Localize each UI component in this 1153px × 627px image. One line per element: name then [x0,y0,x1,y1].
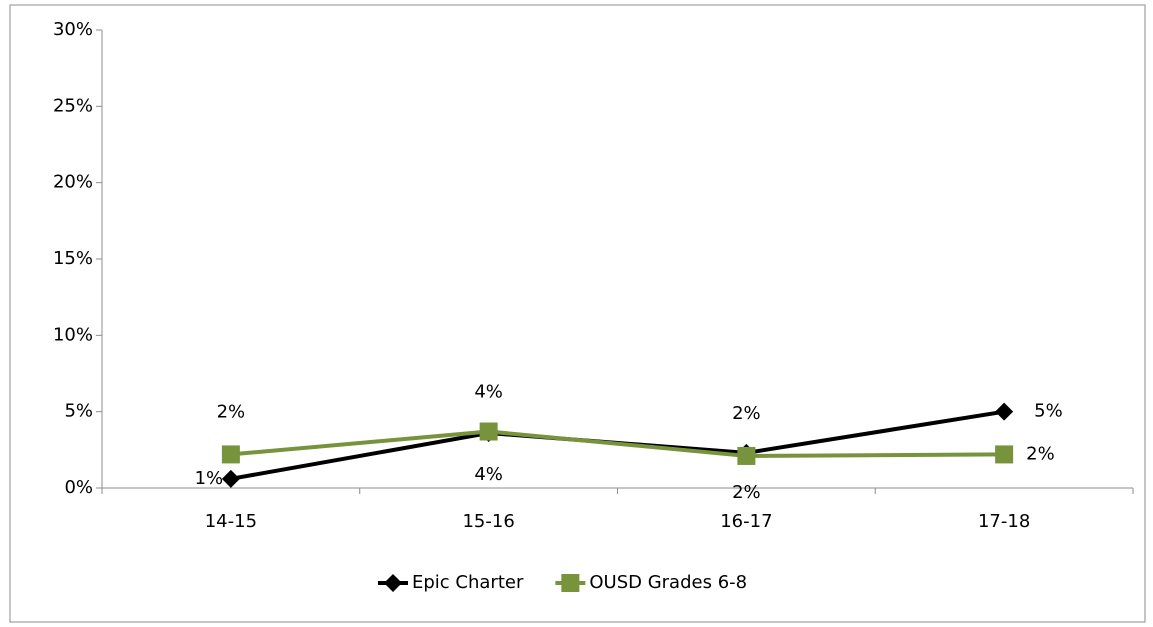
legend-label: OUSD Grades 6-8 [589,572,747,593]
data-label: 2% [217,401,246,422]
legend-label: Epic Charter [412,572,524,593]
point [737,446,756,465]
data-label: 2% [732,482,761,503]
legend-marker [384,574,402,592]
point [995,402,1014,421]
y-tick-label: 25% [53,95,93,116]
x-tick-label: 14-15 [205,511,257,532]
y-tick-label: 20% [53,172,93,193]
series-line [230,429,1005,458]
x-tick-label: 15-16 [462,511,514,532]
data-label: 2% [732,403,761,424]
legend-marker [561,574,580,592]
y-tick-label: 15% [53,248,93,269]
y-tick-label: 30% [53,19,93,40]
data-label: 4% [474,464,503,485]
point [479,422,498,441]
chart-frame [9,4,1146,623]
x-tick-label: 16-17 [720,511,772,532]
y-tick-label: 10% [53,324,93,345]
y-tick-label: 5% [64,401,93,422]
data-label: 5% [1034,401,1063,422]
point [995,445,1014,464]
point [221,445,240,464]
x-tick-label: 17-18 [978,511,1030,532]
data-label: 1% [195,468,224,489]
y-tick-label: 0% [64,477,93,498]
point [221,469,240,488]
data-label: 2% [1026,443,1055,464]
data-label: 4% [474,382,503,403]
